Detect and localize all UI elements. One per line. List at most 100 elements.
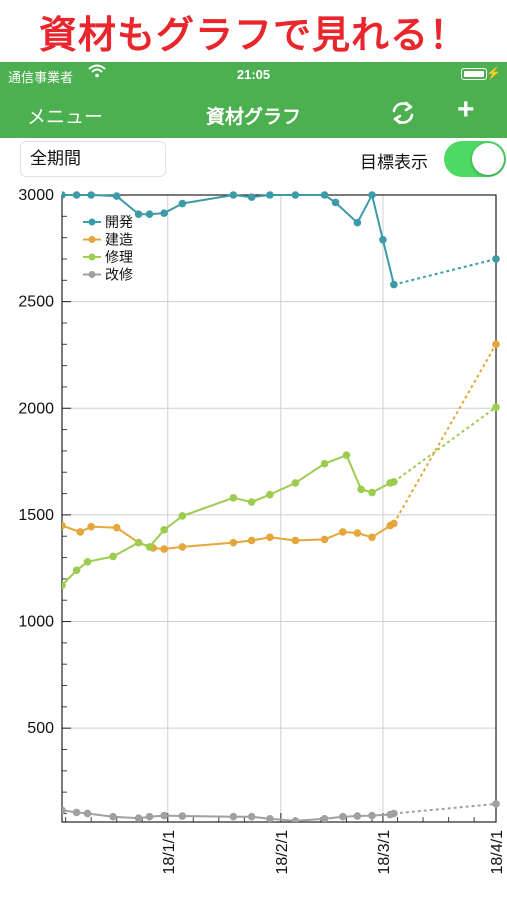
clock: 21:05: [236, 67, 271, 82]
y-tick-label: 2000: [18, 400, 54, 417]
goal-toggle[interactable]: [444, 141, 506, 177]
data-point: [83, 558, 92, 566]
data-point: [62, 521, 66, 530]
wifi-icon: [88, 64, 106, 81]
data-point: [353, 812, 362, 820]
data-point: [291, 536, 300, 545]
series-line-2: [62, 453, 395, 586]
data-point: [320, 459, 329, 468]
legend-swatch-dot: [88, 253, 96, 261]
data-point: [266, 533, 274, 542]
data-point: [87, 191, 95, 199]
period-selector[interactable]: 全期間: [20, 141, 166, 177]
legend-swatch-dot: [88, 236, 96, 243]
plus-icon[interactable]: +: [457, 93, 475, 126]
legend-swatch-dot: [88, 218, 96, 226]
y-tick-label: 3000: [18, 187, 54, 204]
data-point: [72, 191, 81, 199]
data-point: [83, 809, 92, 818]
navigation-bar: メニュー 資材グラフ +: [0, 88, 507, 138]
data-point: [353, 529, 362, 537]
data-point: [178, 543, 187, 551]
data-point: [247, 812, 256, 821]
series-line-0: [62, 192, 395, 285]
promo-banner: 資材もグラフで見れる！: [0, 0, 507, 62]
legend-label: 建造: [105, 233, 133, 249]
data-point: [160, 526, 168, 534]
charging-icon: ⚡: [486, 66, 501, 80]
y-tick-label: 2500: [18, 294, 54, 311]
data-point: [320, 815, 329, 822]
y-tick-label: 500: [27, 720, 54, 737]
data-point: [178, 512, 187, 520]
data-point: [368, 533, 376, 542]
data-point: [160, 811, 168, 820]
series-layer: [62, 191, 500, 822]
data-point: [492, 800, 500, 808]
data-point: [229, 191, 238, 199]
data-point: [492, 403, 500, 411]
carrier-label: 通信事業者: [8, 70, 74, 85]
data-point: [291, 479, 300, 487]
data-point: [390, 809, 398, 818]
page-title: 資材グラフ: [205, 107, 301, 128]
y-tick-label: 1000: [18, 614, 54, 631]
legend-label: 開発: [105, 215, 133, 231]
data-point: [62, 581, 66, 590]
data-point: [291, 817, 300, 822]
data-point: [339, 812, 347, 821]
data-point: [320, 535, 329, 544]
data-point: [229, 812, 238, 821]
menu-button[interactable]: メニュー: [27, 107, 104, 128]
refresh-icon[interactable]: [389, 99, 417, 127]
data-point: [266, 490, 274, 499]
series-projection-2: [393, 406, 497, 483]
data-point: [229, 538, 238, 547]
data-point: [62, 806, 66, 815]
series-projection-3: [393, 802, 497, 815]
data-point: [339, 528, 347, 536]
y-tick-label: 1500: [18, 507, 54, 524]
series-projection-1: [393, 343, 497, 524]
data-point: [353, 218, 362, 227]
legend-swatch-dot: [88, 271, 96, 278]
data-point: [145, 812, 154, 821]
data-point: [331, 198, 340, 207]
toggle-knob[interactable]: [472, 143, 504, 175]
legend-label: 改修: [105, 268, 133, 284]
legend-label: 修理: [105, 250, 133, 266]
data-point: [229, 494, 238, 502]
data-point: [247, 193, 256, 201]
data-point: [134, 538, 143, 547]
x-tick-label: 18/3/1: [376, 830, 393, 875]
data-point: [178, 812, 187, 820]
data-point: [145, 210, 154, 218]
data-point: [266, 815, 274, 822]
x-tick-label: 18/4/1: [489, 830, 506, 875]
data-point: [247, 536, 256, 545]
data-point: [62, 191, 66, 199]
series-projection-0: [393, 258, 497, 286]
data-point: [368, 811, 376, 820]
data-point: [266, 191, 274, 199]
data-point: [368, 488, 376, 497]
data-point: [112, 523, 121, 532]
data-point: [109, 552, 117, 561]
data-point: [342, 451, 351, 459]
data-point: [379, 235, 387, 244]
data-point: [390, 280, 398, 289]
x-tick-label: 18/2/1: [274, 830, 291, 875]
series-line-1: [62, 522, 395, 551]
data-point: [291, 191, 300, 199]
data-point: [492, 255, 500, 263]
goal-toggle-label: 目標表示: [360, 153, 428, 173]
data-point: [134, 814, 143, 822]
data-point: [492, 340, 500, 349]
data-point: [368, 191, 376, 199]
data-point: [109, 812, 117, 821]
data-point: [247, 498, 256, 506]
promo-text: 資材もグラフで見れる！: [38, 12, 468, 57]
data-point: [87, 522, 95, 531]
data-point: [134, 210, 143, 218]
data-point: [390, 478, 398, 486]
